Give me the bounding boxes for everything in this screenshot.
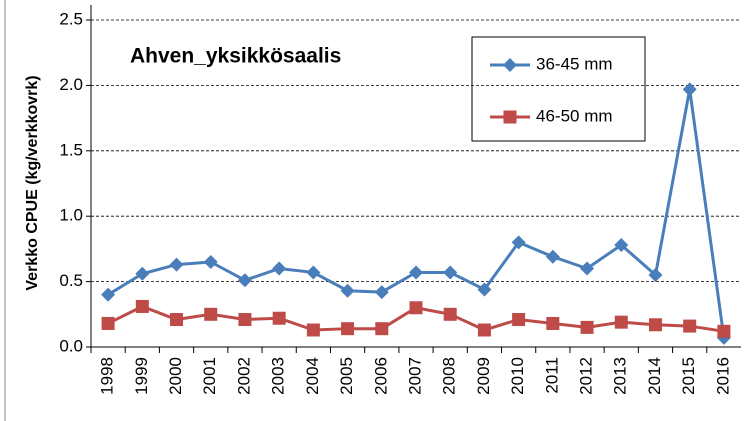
data-point <box>648 318 662 332</box>
x-tick-label: 2011 <box>542 357 561 394</box>
data-point <box>101 287 116 302</box>
data-point <box>545 249 560 264</box>
x-tick-label: 1999 <box>132 357 151 395</box>
data-point <box>409 265 423 280</box>
y-tick-label: 0.5 <box>59 271 83 290</box>
x-tick-label: 2008 <box>440 357 459 395</box>
data-point <box>683 319 697 333</box>
data-point <box>512 313 526 327</box>
x-tick-label: 2001 <box>200 357 219 395</box>
legend-label: 46-50 mm <box>536 106 613 125</box>
data-point <box>511 235 526 250</box>
data-point <box>306 323 320 337</box>
data-point <box>170 313 184 327</box>
x-tick-label: 2004 <box>303 357 322 395</box>
data-point <box>272 261 287 276</box>
x-tick-label: 2014 <box>645 357 664 395</box>
y-axis-label: Verkko CPUE (kg/verkkovrk) <box>24 75 41 290</box>
x-tick-label: 2010 <box>508 357 527 395</box>
legend-label: 36-45 mm <box>536 54 613 73</box>
data-point <box>375 322 389 336</box>
data-point <box>101 316 115 330</box>
data-point <box>443 265 458 280</box>
x-tick-label: 2007 <box>405 357 424 395</box>
legend-box <box>471 36 646 142</box>
data-point <box>374 285 389 300</box>
data-point <box>648 268 663 283</box>
y-tick-label: 0.0 <box>59 336 83 355</box>
data-point <box>443 307 457 321</box>
data-point <box>238 313 252 327</box>
legend-marker <box>503 110 517 124</box>
data-point <box>614 237 629 252</box>
data-point <box>169 257 184 272</box>
y-tick-label: 2.0 <box>59 75 83 94</box>
x-tick-label: 2002 <box>234 357 253 395</box>
data-point <box>135 299 149 313</box>
data-point <box>204 307 218 321</box>
data-point <box>717 324 731 338</box>
data-point <box>477 323 491 337</box>
x-tick-label: 2005 <box>337 357 356 395</box>
data-point <box>580 261 595 276</box>
data-point <box>477 282 492 297</box>
data-point <box>546 316 560 330</box>
x-tick-label: 2013 <box>611 357 630 395</box>
data-point <box>237 273 252 288</box>
data-point <box>203 254 218 269</box>
x-tick-label: 2009 <box>474 357 493 395</box>
x-tick-label: 2016 <box>713 357 732 395</box>
data-point <box>135 266 150 281</box>
data-point <box>614 315 628 329</box>
y-tick-label: 2.5 <box>59 9 83 28</box>
data-point <box>409 301 423 315</box>
x-tick-label: 2000 <box>166 357 185 395</box>
y-tick-label: 1.0 <box>59 206 83 225</box>
data-point <box>580 320 594 334</box>
chart-title: Ahven_yksikkösaalis <box>130 45 341 68</box>
data-point <box>340 283 355 298</box>
data-point <box>682 82 697 97</box>
x-tick-label: 2003 <box>269 357 288 395</box>
data-point <box>272 311 286 325</box>
data-point <box>341 322 355 336</box>
x-tick-label: 2006 <box>371 357 390 395</box>
data-point <box>306 265 321 280</box>
legend-marker <box>503 58 517 72</box>
y-tick-label: 1.5 <box>59 140 83 159</box>
x-tick-label: 2012 <box>577 357 596 395</box>
x-tick-label: 1998 <box>98 357 117 395</box>
x-tick-label: 2015 <box>679 357 698 395</box>
